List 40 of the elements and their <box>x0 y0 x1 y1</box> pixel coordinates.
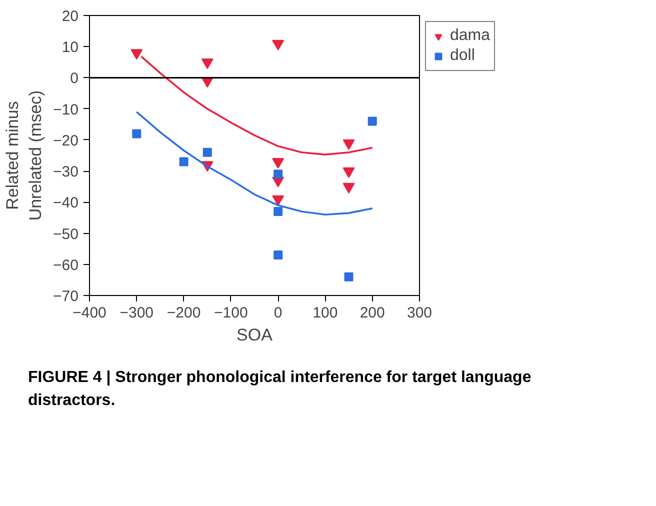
x-tick-label: −200 <box>166 304 201 322</box>
y-tick-label: 10 <box>62 39 79 56</box>
point <box>132 129 142 138</box>
y-tick-label: 20 <box>62 8 79 25</box>
y-tick-label: −20 <box>53 132 79 150</box>
point <box>272 195 284 206</box>
point <box>274 170 283 179</box>
legend-label: dama <box>450 27 490 45</box>
point <box>342 167 355 178</box>
point <box>202 148 212 157</box>
point <box>342 182 355 194</box>
y-axis-title: Related minus Unrelated (msec) <box>3 90 46 221</box>
point <box>368 116 377 126</box>
caption: FIGURE 4 | Stronger phonological interference for target language distractors. <box>28 368 532 411</box>
y-tick-label: 0 <box>70 70 78 88</box>
x-tick-label: −300 <box>120 304 154 322</box>
x-tick-label: 300 <box>406 304 432 322</box>
y-tick-label: −70 <box>53 288 79 305</box>
x-tick-label: 100 <box>312 304 338 322</box>
y-tick-label: −50 <box>53 226 79 243</box>
point <box>272 158 284 169</box>
point <box>179 157 188 166</box>
point <box>342 139 355 150</box>
x-axis-title: SOA <box>236 326 274 344</box>
line-series <box>136 111 374 216</box>
point <box>201 58 214 70</box>
point <box>274 207 283 216</box>
point <box>130 49 143 60</box>
legend-label: doll <box>450 47 475 65</box>
point <box>272 40 284 50</box>
y-tick-label: −30 <box>53 164 79 181</box>
point <box>274 250 283 260</box>
point <box>344 272 354 282</box>
y-tick-label: −10 <box>53 101 79 118</box>
x-tick-label: −100 <box>214 304 248 322</box>
x-tick-label: 0 <box>274 304 282 322</box>
x-tick-label: 200 <box>360 304 385 322</box>
y-tick-label: −40 <box>53 194 79 212</box>
x-tick-label: −400 <box>72 304 106 322</box>
y-tick-label: −60 <box>53 256 79 274</box>
